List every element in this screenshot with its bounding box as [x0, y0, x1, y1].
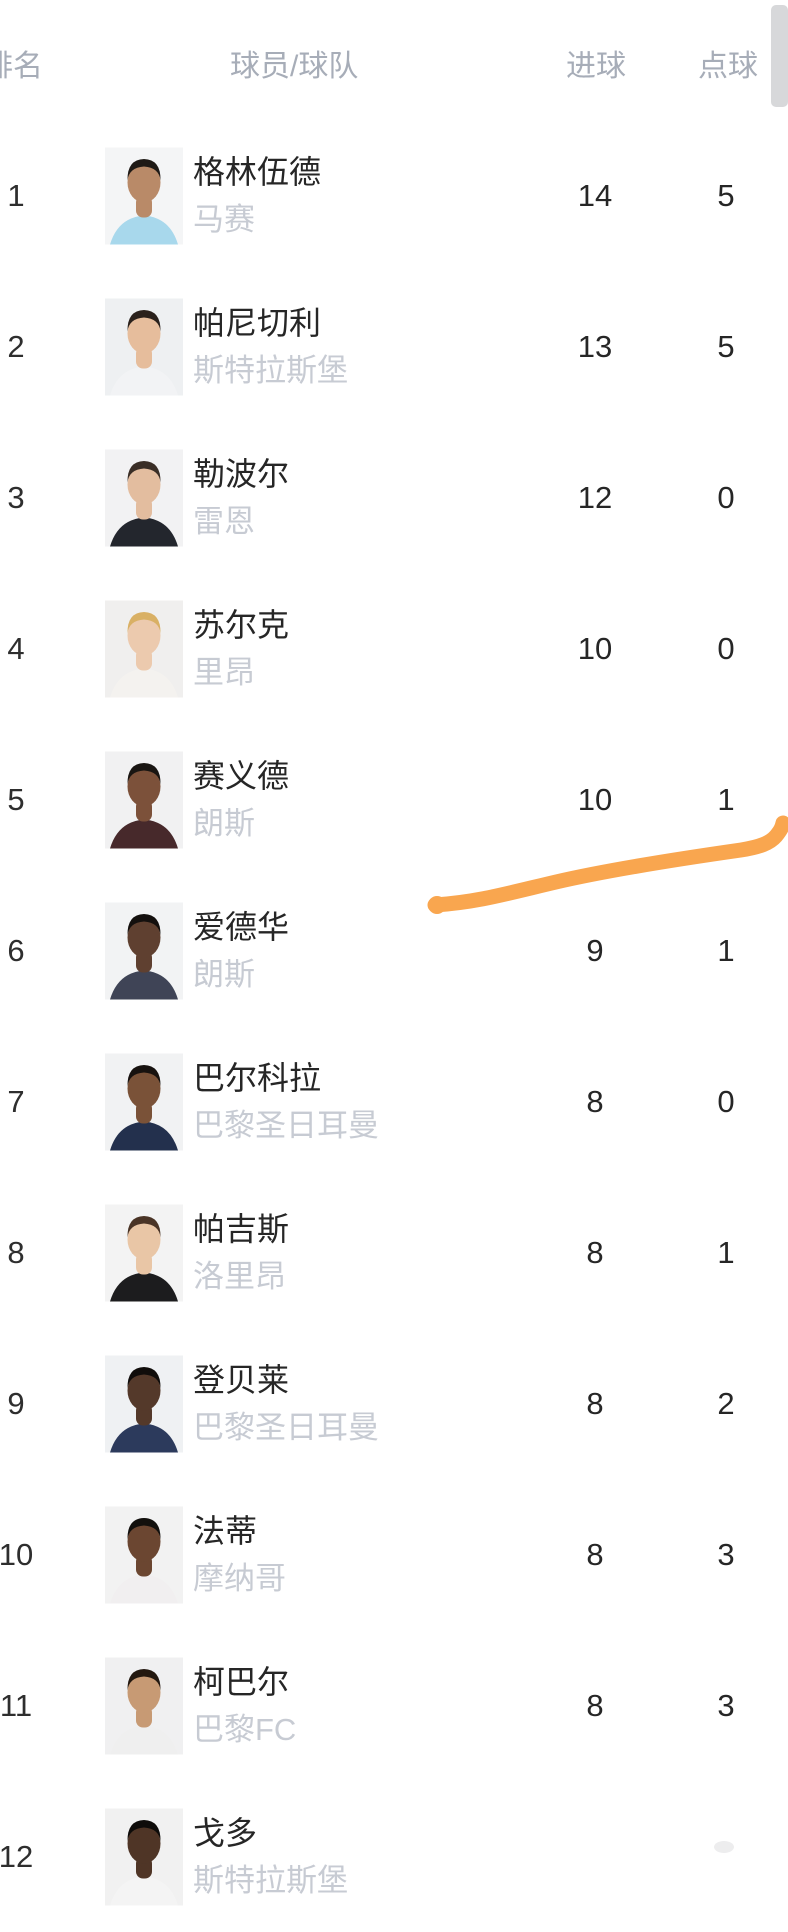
goals-cell: 12 [577, 479, 613, 515]
penalties-cell: 3 [717, 1687, 735, 1723]
penalties-cell: 1 [717, 932, 735, 968]
rank-cell: 12 [0, 1838, 34, 1874]
penalties-cell: 5 [717, 328, 735, 364]
rank-cell: 8 [7, 1234, 25, 1270]
player-name: 格林伍德 [193, 154, 322, 190]
team-name: 摩纳哥 [193, 1561, 286, 1596]
player-photo [105, 1808, 183, 1905]
header-rank: 排名 [0, 50, 43, 83]
player-row-10[interactable]: 10 法蒂 摩纳哥 8 3 [0, 1479, 788, 1630]
player-name: 帕吉斯 [193, 1211, 290, 1247]
player-name: 巴尔科拉 [193, 1060, 322, 1096]
goals-cell: 13 [577, 328, 613, 364]
player-name: 勒波尔 [193, 456, 290, 492]
player-name: 柯巴尔 [193, 1664, 290, 1700]
penalties-cell: 0 [717, 479, 735, 515]
player-photo [105, 751, 183, 848]
goals-cell: 8 [586, 1385, 604, 1421]
player-row-6[interactable]: 6 爱德华 朗斯 9 1 [0, 875, 788, 1026]
player-name: 戈多 [193, 1815, 258, 1851]
team-name: 斯特拉斯堡 [193, 353, 348, 388]
player-row-1[interactable]: 1 格林伍德 马赛 14 5 [0, 120, 788, 271]
team-name: 里昂 [193, 655, 255, 690]
player-name: 法蒂 [193, 1513, 258, 1549]
player-photo [105, 298, 183, 395]
player-row-4[interactable]: 4 苏尔克 里昂 10 0 [0, 573, 788, 724]
player-name: 赛义德 [193, 758, 290, 794]
player-photo [105, 600, 183, 697]
rank-cell: 5 [7, 781, 25, 817]
team-name: 马赛 [193, 202, 255, 237]
player-row-2[interactable]: 2 帕尼切利 斯特拉斯堡 13 5 [0, 271, 788, 422]
rank-cell: 7 [7, 1083, 25, 1119]
goals-cell: 9 [586, 932, 604, 968]
goals-cell: 8 [586, 1083, 604, 1119]
player-rows: 1 格林伍德 马赛 14 5 2 帕尼切利 斯特拉斯堡 13 5 3 勒波尔 雷… [0, 120, 788, 1932]
player-name: 苏尔克 [193, 607, 290, 643]
team-name: 巴黎FC [193, 1712, 297, 1747]
player-photo [105, 449, 183, 546]
loading-smudge [714, 1841, 734, 1853]
player-row-7[interactable]: 7 巴尔科拉 巴黎圣日耳曼 8 0 [0, 1026, 788, 1177]
player-row-9[interactable]: 9 登贝莱 巴黎圣日耳曼 8 2 [0, 1328, 788, 1479]
header-player-team: 球员/球队 [230, 50, 359, 83]
header-goals[interactable]: 进球 [566, 50, 626, 83]
header-penalties[interactable]: 点球 [698, 50, 758, 83]
player-name: 帕尼切利 [193, 305, 322, 341]
team-name: 巴黎圣日耳曼 [193, 1410, 379, 1445]
player-row-5[interactable]: 5 赛义德 朗斯 10 1 [0, 724, 788, 875]
player-row-11[interactable]: 11 柯巴尔 巴黎FC 8 3 [0, 1630, 788, 1781]
scrollbar-thumb[interactable] [771, 5, 788, 107]
rank-cell: 6 [7, 932, 25, 968]
rank-cell: 11 [0, 1687, 33, 1723]
goals-cell: 10 [577, 630, 613, 666]
player-row-3[interactable]: 3 勒波尔 雷恩 12 0 [0, 422, 788, 573]
goals-cell: 14 [577, 177, 613, 213]
player-photo [105, 1204, 183, 1301]
goals-cell: 8 [586, 1536, 604, 1572]
player-photo [105, 1355, 183, 1452]
team-name: 雷恩 [193, 504, 255, 539]
rank-cell: 4 [7, 630, 25, 666]
player-row-8[interactable]: 8 帕吉斯 洛里昂 8 1 [0, 1177, 788, 1328]
penalties-cell: 0 [717, 630, 735, 666]
player-photo [105, 1053, 183, 1150]
penalties-cell: 1 [717, 781, 735, 817]
goals-cell: 8 [586, 1687, 604, 1723]
player-photo [105, 1506, 183, 1603]
team-name: 巴黎圣日耳曼 [193, 1108, 379, 1143]
penalties-cell: 1 [717, 1234, 735, 1270]
player-name: 爱德华 [193, 909, 290, 945]
rank-cell: 9 [7, 1385, 25, 1421]
player-name: 登贝莱 [193, 1362, 290, 1398]
penalties-cell: 2 [717, 1385, 735, 1421]
team-name: 朗斯 [193, 957, 255, 992]
team-name: 斯特拉斯堡 [193, 1863, 348, 1898]
player-row-12[interactable]: 12 戈多 斯特拉斯堡 [0, 1781, 788, 1932]
team-name: 朗斯 [193, 806, 255, 841]
rank-cell: 10 [0, 1536, 34, 1572]
table-header: 排名 球员/球队 进球 点球 [0, 0, 788, 110]
player-photo [105, 902, 183, 999]
goals-cell: 10 [577, 781, 613, 817]
player-photo [105, 1657, 183, 1754]
rank-cell: 1 [7, 177, 25, 213]
player-photo [105, 147, 183, 244]
penalties-cell: 5 [717, 177, 735, 213]
rank-cell: 2 [7, 328, 25, 364]
rank-cell: 3 [7, 479, 25, 515]
team-name: 洛里昂 [193, 1259, 286, 1294]
penalties-cell: 0 [717, 1083, 735, 1119]
goals-cell: 8 [586, 1234, 604, 1270]
penalties-cell: 3 [717, 1536, 735, 1572]
